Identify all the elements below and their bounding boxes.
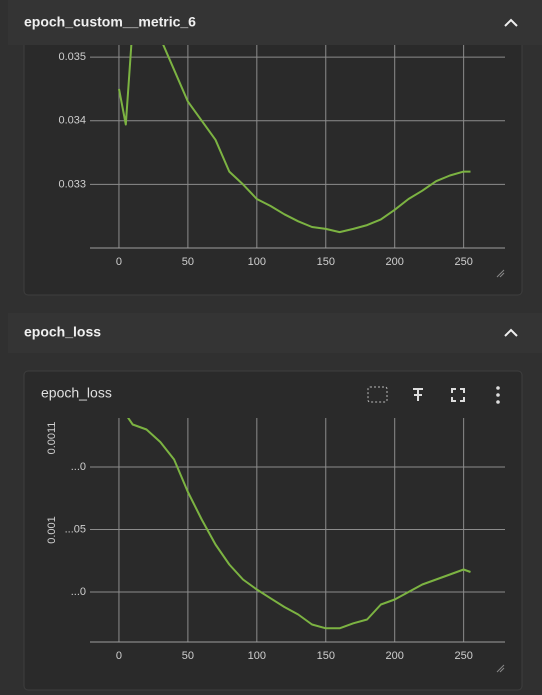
y-axis-prefix-label: 0.0011: [46, 422, 58, 455]
x-tick-label: 100: [248, 256, 266, 268]
x-tick-label: 50: [182, 256, 194, 268]
section-title: epoch_loss: [24, 324, 101, 340]
section-header[interactable]: [8, 0, 542, 45]
y-tick-label: ...05: [65, 523, 86, 535]
card: [23, 370, 523, 691]
y-tick-label: ...0: [71, 461, 86, 473]
plot-lines: [118, 45, 471, 234]
x-tick-label: 250: [454, 256, 472, 268]
collapse-icon[interactable]: [504, 328, 518, 337]
x-tick-label: 150: [317, 650, 335, 662]
plot-lines: [127, 418, 471, 630]
x-tick-label: 0: [116, 256, 122, 268]
chart: 0 50 100 150 200 250 ...0 ...05 ...0 0.0011 0.001: [46, 418, 505, 662]
resize-handle: [496, 664, 505, 673]
resize-handle: [496, 269, 505, 278]
y-tick-label: 0.033: [58, 178, 86, 190]
x-tick-label: 100: [248, 650, 266, 662]
chart: 0 50 100 150 200 250 0.035 0.034 0.033: [58, 45, 505, 268]
pin-icon[interactable]: [413, 388, 423, 401]
x-tick-label: 250: [454, 650, 472, 662]
x-tick-label: 150: [317, 256, 335, 268]
x-tick-label: 200: [386, 650, 404, 662]
more-icon[interactable]: [496, 386, 500, 404]
section-title: epoch_custom__metric_6: [24, 14, 196, 30]
collapse-icon[interactable]: [504, 18, 518, 27]
card-title: epoch_loss: [41, 385, 112, 401]
y-tick-label: ...0: [71, 586, 86, 598]
x-tick-label: 200: [386, 256, 404, 268]
y-tick-label: 0.035: [58, 51, 86, 63]
y-axis-prefix-label: 0.001: [46, 516, 58, 544]
card: [23, 29, 523, 296]
x-tick-label: 50: [182, 650, 194, 662]
x-tick-label: 0: [116, 650, 122, 662]
series-line: [118, 45, 471, 234]
series-line: [127, 418, 471, 630]
y-tick-label: 0.034: [58, 115, 86, 127]
section-header[interactable]: [8, 313, 542, 353]
fullscreen-icon[interactable]: [451, 388, 465, 402]
